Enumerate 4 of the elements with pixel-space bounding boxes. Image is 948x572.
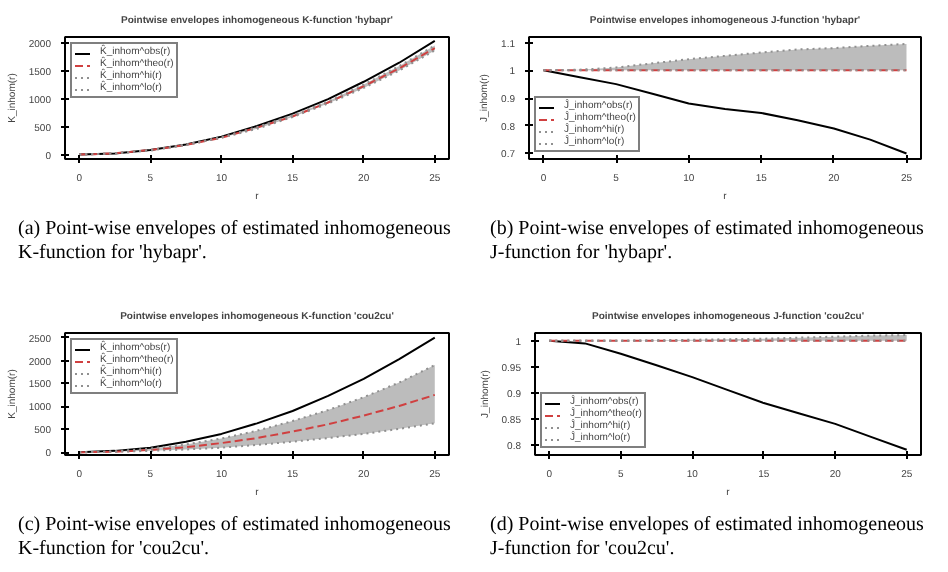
text: (a) Point-wise envelopes of estimated inhomogeneous K-function for 'hybapr'. bbox=[18, 218, 453, 266]
text: (b) Point-wise envelopes of estimated inhomogeneous J-function for 'hybapr'. bbox=[490, 218, 926, 266]
text: (c) Point-wise envelopes of estimated inhomogeneous K-function for 'cou2cu'. bbox=[18, 514, 453, 562]
text: (d) Point-wise envelopes of estimated inhomogeneous J-function for 'cou2cu'. bbox=[490, 514, 926, 562]
